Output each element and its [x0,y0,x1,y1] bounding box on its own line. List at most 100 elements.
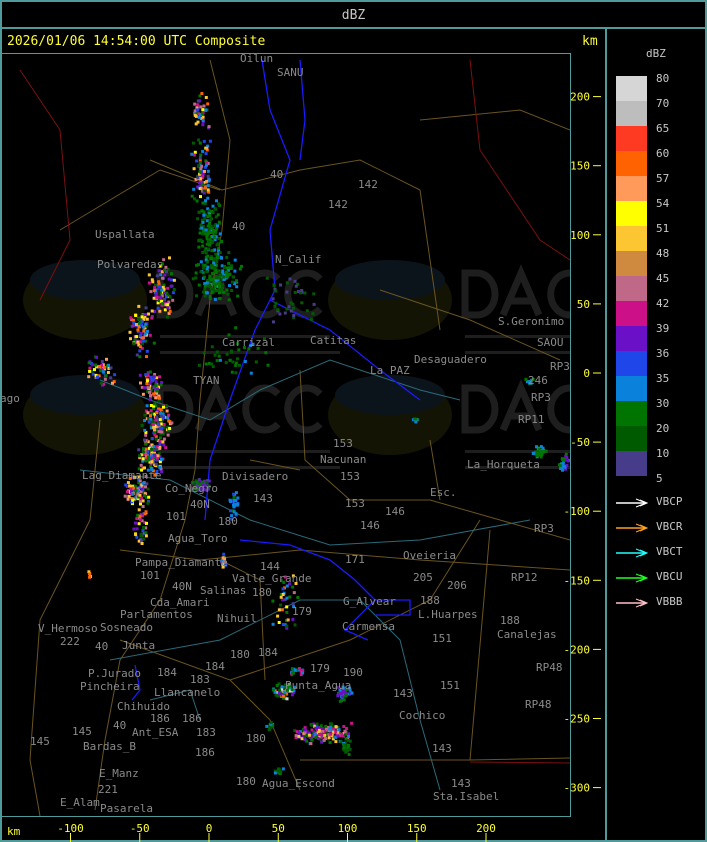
radar-echo-pixel [137,343,141,347]
radar-echo-pixel [204,255,208,259]
radar-echo-pixel [202,213,206,217]
radar-echo-pixel [208,221,211,225]
radar-echo-pixel [291,302,295,306]
radar-echo-pixel [221,271,225,275]
radar-echo-pixel [206,161,210,165]
radar-echo-pixel [206,254,210,258]
dacc-watermark [23,375,340,469]
radar-echo-pixel [153,373,157,376]
radar-echo-pixel [163,298,167,301]
place-label: Chihuido [117,700,170,713]
radar-echo-pixel [144,510,148,514]
radar-echo-pixel [202,191,206,195]
radar-arrow-icon [616,598,648,608]
radar-echo-pixel [203,186,207,190]
radar-echo-pixel [249,371,253,375]
radar-echo-pixel [149,464,153,468]
radar-echo-pixel [209,264,213,268]
radar-echo-pixel [313,732,317,736]
radar-echo-pixel [283,311,287,315]
legend-swatch [616,376,647,401]
radar-echo-pixel [111,381,114,385]
radar-echo-pixel [97,374,101,378]
radar-echo-pixel [159,422,163,426]
radar-echo-pixel [273,287,277,291]
radar-echo-pixel [293,291,297,294]
radar-echo-pixel [285,290,289,294]
radar-echo-pixel [167,277,171,281]
radar-echo-pixel [214,231,217,235]
radar-echo-pixel [150,460,154,464]
radar-echo-pixel [152,445,156,448]
radar-echo-pixel [285,605,289,609]
radar-echo-pixel [197,263,200,267]
radar-echo-pixel [200,209,204,213]
radar-echo-pixel [228,284,231,287]
road-line [429,439,441,501]
radar-echo-pixel [217,247,221,251]
legend-title: dBZ [646,47,666,60]
radar-echo-pixel [167,413,171,417]
radar-echo-pixel [137,325,141,329]
place-label: 145 [72,725,92,738]
window-title: dBZ [341,8,366,23]
radar-echo-pixel [218,297,222,300]
radar-echo-pixel [323,733,327,737]
radar-echo-pixel [202,290,205,294]
radar-echo-pixel [285,697,289,701]
radar-echo-pixel [205,260,209,264]
radar-echo-pixel [100,363,104,367]
radar-echo-pixel [207,231,210,235]
radar-echo-pixel [157,407,160,411]
radar-echo-pixel [199,167,203,171]
radar-echo-pixel [136,493,140,497]
place-label: RP48 [525,698,552,711]
road-line [379,289,561,361]
radar-echo-pixel [151,453,155,457]
radar-map[interactable]: Oilun SANU 40 142 142 Uspallata Polvaredas N_Ca… [1,53,571,817]
radar-echo-pixel [196,108,200,112]
radar-echo-pixel [154,435,158,439]
radar-echo-pixel [331,725,335,729]
radar-echo-pixel [192,187,196,191]
radar-echo-pixel [199,223,203,227]
place-label: Pasarela [100,802,153,815]
radar-echo-pixel [139,490,143,493]
radar-echo-pixel [205,481,209,485]
radar-echo-pixel [196,176,200,180]
radar-echo-pixel [201,201,205,205]
radar-echo-pixel [300,737,304,741]
radar-echo-pixel [300,289,304,292]
radar-echo-pixel [565,464,569,467]
radar-echo-pixel [205,163,208,167]
place-label: 101 [166,510,186,523]
radar-echo-pixel [94,363,98,367]
dacc-logo-icon [23,260,147,340]
radar-echo-pixel [141,481,145,485]
radar-echo-pixel [141,336,145,340]
radar-echo-pixel [225,271,228,275]
place-label: 40N [172,580,192,593]
radar-echo-pixel [148,381,152,385]
radar-echo-pixel [272,320,275,324]
radar-echo-pixel [203,482,207,486]
radar-echo-pixel [169,284,173,288]
radar-echo-pixel [147,312,150,316]
radar-echo-pixel [280,685,284,689]
radar-echo-pixel [171,291,175,295]
radar-echo-pixel [142,329,146,333]
legend-label: 20 [656,422,670,435]
radar-echo-pixel [199,177,203,181]
radar-echo-pixel [150,447,154,451]
radar-echo-pixel [191,277,195,281]
radar-echo-pixel [334,740,338,744]
radar-echo-pixel [336,694,340,698]
radar-echo-pixel [198,141,202,145]
radar-echo-pixel [158,439,162,443]
radar-echo-pixel [221,283,225,287]
dacc-logo-letter-icon [284,269,323,319]
radar-echo-pixel [159,432,163,436]
radar-echo-pixel [201,108,205,112]
radar-echo-pixel [207,179,211,183]
radar-echo-pixel [135,527,139,531]
